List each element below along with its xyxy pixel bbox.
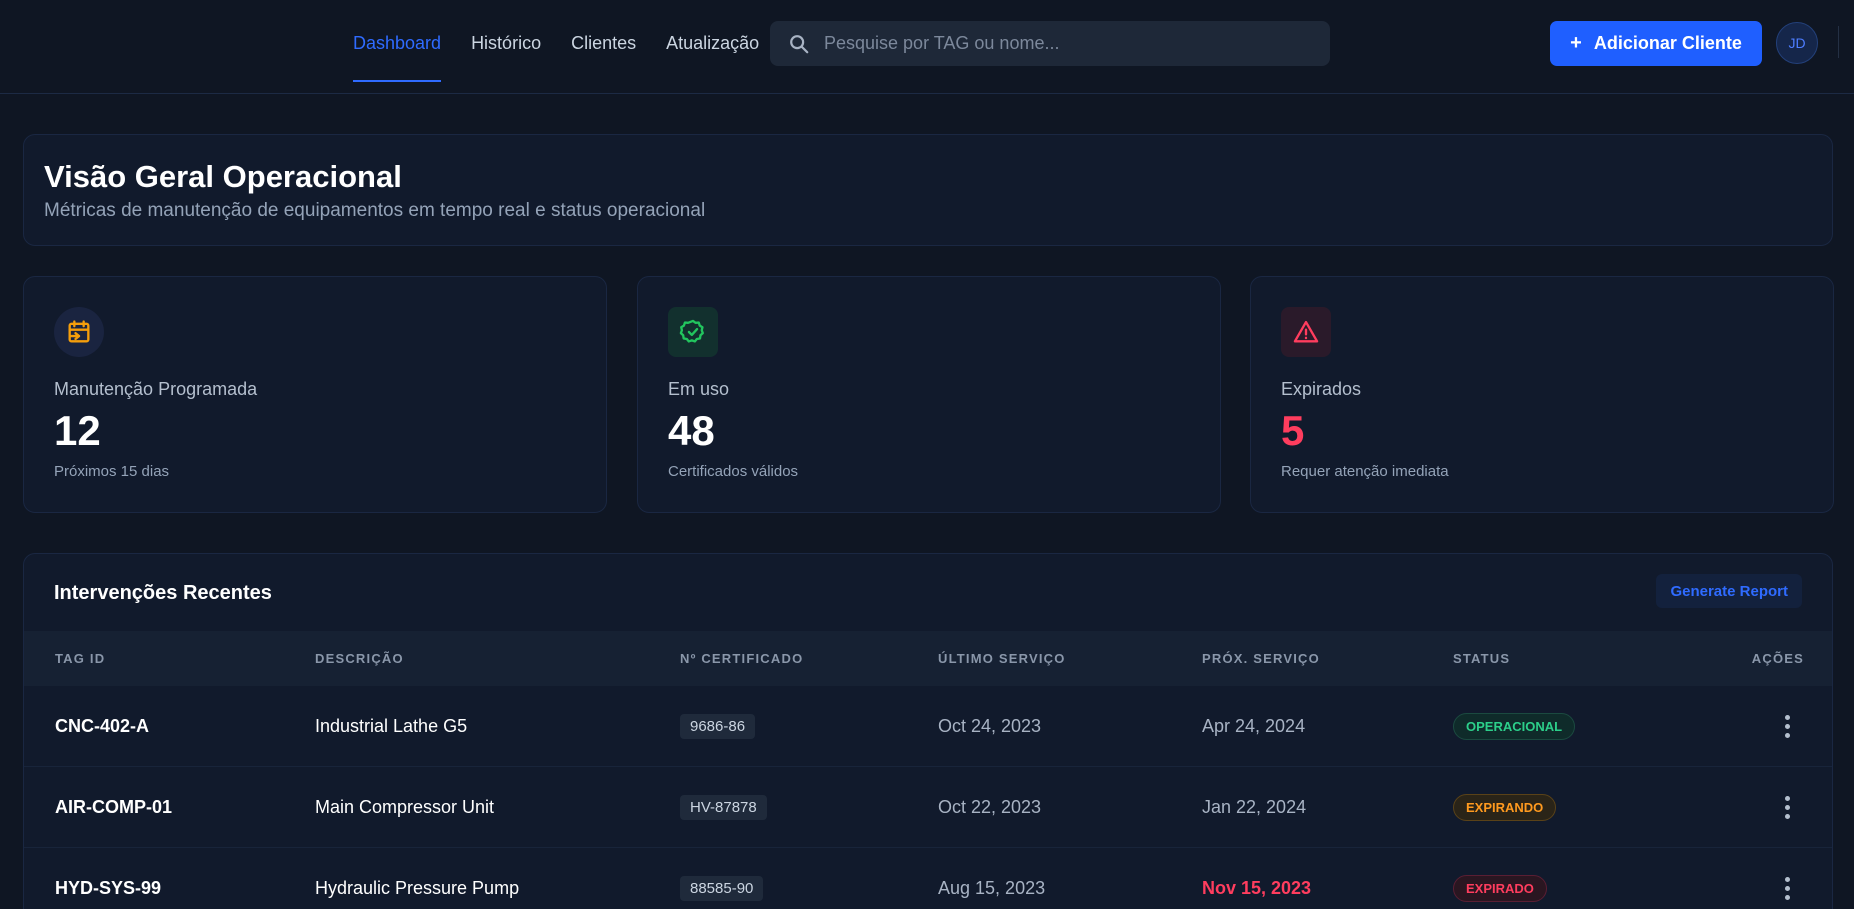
table-row[interactable]: AIR-COMP-01 Main Compressor Unit HV-8787… [24,767,1832,848]
stat-value: 12 [54,407,101,454]
stat-subtext: Requer atenção imediata [1281,463,1449,480]
col-acoes: AÇÕES [1751,651,1804,666]
stat-card-expired: Expirados 5 Requer atenção imediata [1250,276,1834,513]
status-badge: EXPIRANDO [1453,794,1557,821]
cell-tag: HYD-SYS-99 [55,878,162,898]
cell-tag: AIR-COMP-01 [55,797,173,817]
stat-card-scheduled: Manutenção Programada 12 Próximos 15 dia… [23,276,607,513]
more-actions-button[interactable] [1785,767,1790,848]
cell-tag: CNC-402-A [55,716,150,736]
more-actions-button[interactable] [1785,848,1790,909]
stat-label: Em uso [668,379,730,399]
cell-description: Industrial Lathe G5 [315,716,468,736]
search-icon [790,34,809,53]
top-navbar: Dashboard Histórico Clientes Atualização… [0,0,1854,94]
add-client-label: Adicionar Cliente [1593,33,1742,53]
table-header: TAG ID DESCRIÇÃO Nº CERTIFICADO ÚLTIMO S… [24,631,1832,686]
cell-description: Hydraulic Pressure Pump [315,878,520,898]
page-title: Visão Geral Operacional [44,159,402,194]
add-client-button[interactable]: + Adicionar Cliente [1550,21,1762,66]
col-descricao[interactable]: DESCRIÇÃO [315,651,404,666]
stat-label: Manutenção Programada [54,379,258,399]
stat-subtext: Certificados válidos [668,463,799,480]
certificate-chip: 9686-86 [680,714,756,739]
col-certificado[interactable]: Nº CERTIFICADO [680,651,804,666]
cell-certificate: HV-87878 [680,767,767,848]
col-tag-id[interactable]: TAG ID [55,651,106,666]
table-row[interactable]: HYD-SYS-99 Hydraulic Pressure Pump 88585… [24,848,1832,909]
cell-certificate: 88585-90 [680,848,764,909]
certificate-chip: HV-87878 [680,795,767,820]
cell-status: OPERACIONAL [1453,686,1576,767]
cell-last-service: Aug 15, 2023 [938,878,1046,898]
cell-last-service: Oct 22, 2023 [938,797,1042,817]
badge-check-icon [668,307,718,357]
main-nav: Dashboard Histórico Clientes Atualização [353,0,789,94]
calendar-icon [54,307,104,357]
search-input[interactable] [824,33,1304,54]
certificate-chip: 88585-90 [680,876,764,901]
divider [1838,26,1839,58]
generate-report-button[interactable]: Generate Report [1656,574,1802,608]
section-title: Intervenções Recentes [54,582,272,604]
user-avatar[interactable]: JD [1776,22,1818,64]
kebab-menu-icon [1785,713,1790,740]
kebab-menu-icon [1785,794,1790,821]
cell-status: EXPIRADO [1453,848,1547,909]
stat-subtext: Próximos 15 dias [54,463,170,480]
stat-value: 5 [1281,407,1305,454]
cell-last-service: Oct 24, 2023 [938,716,1042,736]
cell-next-service: Jan 22, 2024 [1202,797,1307,817]
stat-value: 48 [668,407,715,454]
col-prox-servico[interactable]: PRÓX. SERVIÇO [1202,651,1320,666]
cell-next-service: Nov 15, 2023 [1202,878,1312,898]
recent-interventions-card: Intervenções Recentes Generate Report TA… [23,553,1833,909]
col-ultimo-servico[interactable]: ÚLTIMO SERVIÇO [938,651,1066,666]
plus-icon: + [1570,32,1582,54]
cell-description: Main Compressor Unit [315,797,495,817]
warning-icon [1281,307,1331,357]
page-subtitle: Métricas de manutenção de equipamentos e… [44,200,706,221]
nav-dashboard[interactable]: Dashboard [353,0,442,94]
status-badge: EXPIRADO [1453,875,1547,902]
col-status[interactable]: STATUS [1453,651,1511,666]
search-bar[interactable] [770,21,1330,66]
status-badge: OPERACIONAL [1453,713,1576,740]
stat-card-in-use: Em uso 48 Certificados válidos [637,276,1221,513]
stat-label: Expirados [1281,379,1362,399]
kebab-menu-icon [1785,875,1790,902]
nav-historico[interactable]: Histórico [471,32,542,53]
overview-card: Visão Geral Operacional Métricas de manu… [23,134,1833,246]
nav-clientes[interactable]: Clientes [571,32,637,53]
table-row[interactable]: CNC-402-A Industrial Lathe G5 9686-86 Oc… [24,686,1832,767]
cell-status: EXPIRANDO [1453,767,1557,848]
cell-next-service: Apr 24, 2024 [1202,716,1306,736]
cell-certificate: 9686-86 [680,686,756,767]
more-actions-button[interactable] [1785,686,1790,767]
nav-atualizacao[interactable]: Atualização [666,32,760,53]
